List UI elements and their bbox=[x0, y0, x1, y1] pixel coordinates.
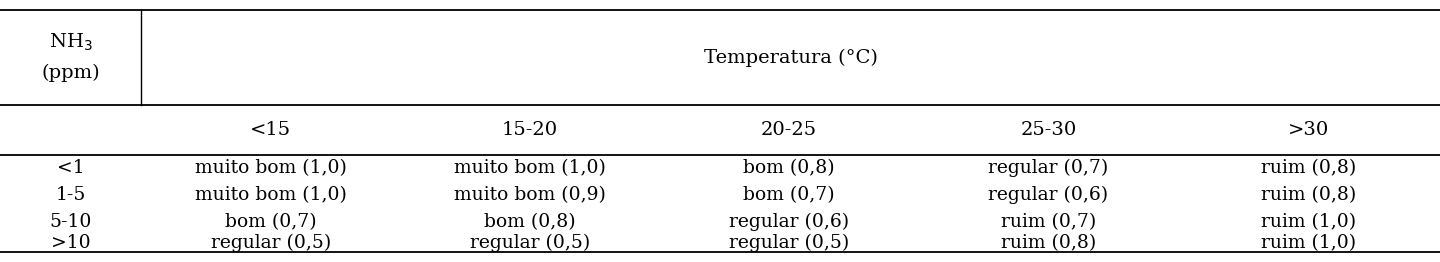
Text: <15: <15 bbox=[251, 121, 291, 139]
Text: Temperatura (°C): Temperatura (°C) bbox=[704, 48, 877, 67]
Text: regular (0,6): regular (0,6) bbox=[729, 212, 850, 231]
Text: bom (0,8): bom (0,8) bbox=[484, 213, 576, 231]
Text: regular (0,5): regular (0,5) bbox=[469, 234, 590, 253]
Text: 20-25: 20-25 bbox=[762, 121, 816, 139]
Text: muito bom (0,9): muito bom (0,9) bbox=[454, 186, 606, 204]
Text: ruim (0,8): ruim (0,8) bbox=[1261, 159, 1356, 177]
Text: <1: <1 bbox=[56, 159, 85, 177]
Text: ruim (0,8): ruim (0,8) bbox=[1001, 234, 1096, 252]
Text: ruim (1,0): ruim (1,0) bbox=[1261, 213, 1356, 231]
Text: 25-30: 25-30 bbox=[1020, 121, 1077, 139]
Text: regular (0,6): regular (0,6) bbox=[988, 186, 1109, 204]
Text: regular (0,7): regular (0,7) bbox=[988, 159, 1109, 177]
Text: bom (0,8): bom (0,8) bbox=[743, 159, 835, 177]
Text: bom (0,7): bom (0,7) bbox=[743, 186, 835, 204]
Text: regular (0,5): regular (0,5) bbox=[729, 234, 850, 253]
Text: ruim (1,0): ruim (1,0) bbox=[1261, 234, 1356, 252]
Text: muito bom (1,0): muito bom (1,0) bbox=[454, 159, 606, 177]
Text: >10: >10 bbox=[50, 234, 91, 252]
Text: muito bom (1,0): muito bom (1,0) bbox=[194, 159, 347, 177]
Text: 15-20: 15-20 bbox=[503, 121, 557, 139]
Text: NH$_3$: NH$_3$ bbox=[49, 31, 92, 53]
Text: muito bom (1,0): muito bom (1,0) bbox=[194, 186, 347, 204]
Text: bom (0,7): bom (0,7) bbox=[225, 213, 317, 231]
Text: 5-10: 5-10 bbox=[49, 213, 92, 231]
Text: ruim (0,7): ruim (0,7) bbox=[1001, 213, 1096, 231]
Text: ruim (0,8): ruim (0,8) bbox=[1261, 186, 1356, 204]
Text: 1-5: 1-5 bbox=[55, 186, 86, 204]
Text: (ppm): (ppm) bbox=[42, 64, 99, 83]
Text: regular (0,5): regular (0,5) bbox=[210, 234, 331, 253]
Text: >30: >30 bbox=[1289, 121, 1329, 139]
